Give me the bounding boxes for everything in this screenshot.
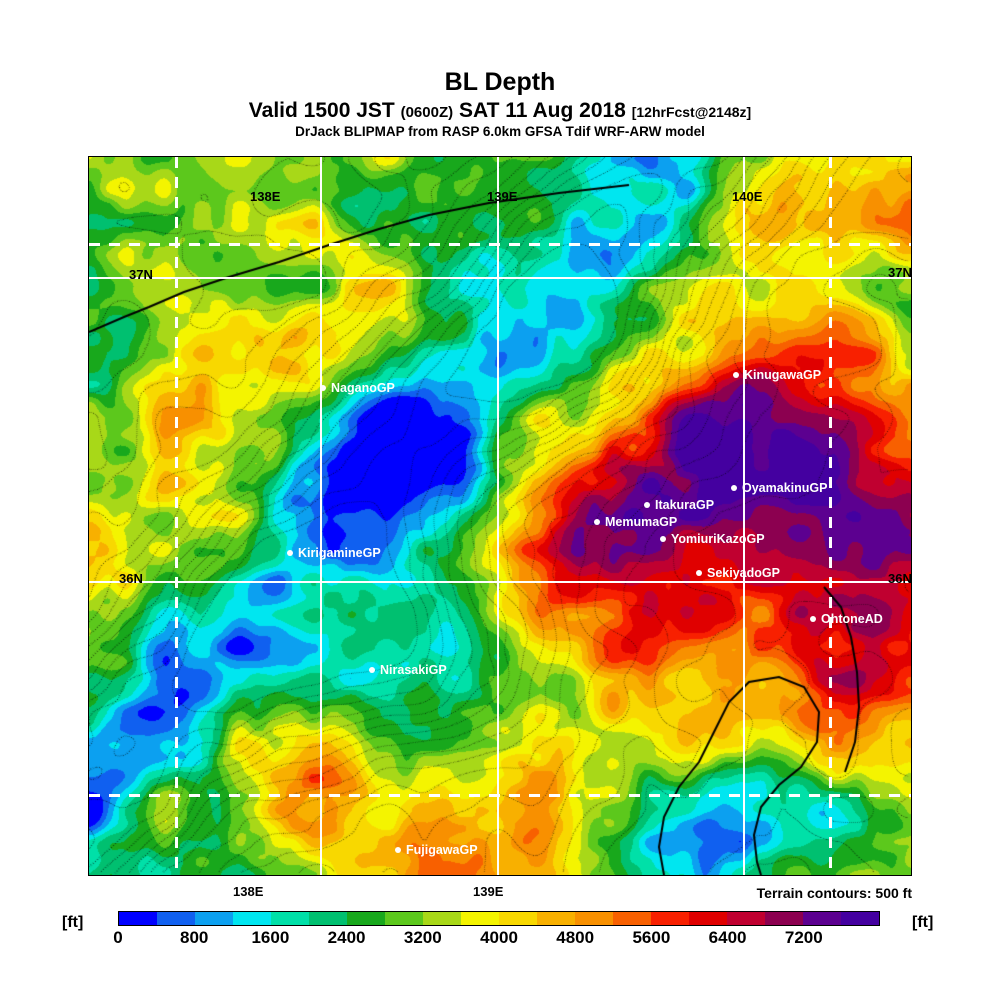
colorbar-swatch-7	[385, 912, 423, 925]
colorbar-swatch-9	[461, 912, 499, 925]
axis-lat-36N-right: 36N	[888, 571, 912, 586]
colorbar-tick-4000: 4000	[480, 928, 518, 947]
colorbar-tick-4800: 4800	[556, 928, 595, 947]
colorbar-swatch-8	[423, 912, 461, 925]
colorbar-swatch-16	[727, 912, 765, 925]
colorbar-swatch-12	[575, 912, 613, 925]
colorbar-swatch-1	[157, 912, 195, 925]
colorbar-swatch-15	[689, 912, 727, 925]
axis-lon-139E-bottom: 139E	[473, 884, 504, 899]
valid-date: SAT 11 Aug 2018	[458, 99, 626, 122]
colorbar-tick-6400: 6400	[708, 928, 747, 947]
colorbar-swatch-18	[803, 912, 841, 925]
model-description: DrJack BLIPMAP from RASP 6.0km GFSA Tdif…	[295, 124, 705, 139]
colorbar-tick-labels: 0 800 1600 2400 3200 4000 4800 5600 6400 7200	[0, 928, 1000, 952]
title-block: BL Depth Valid 1500 JST (0600Z) SAT 11 A…	[0, 70, 1000, 139]
colorbar-swatch-5	[309, 912, 347, 925]
bl-depth-raster	[89, 157, 911, 875]
colorbar-swatch-2	[195, 912, 233, 925]
colorbar-unit-right: [ft]	[912, 914, 934, 931]
valid-utc: (0600Z)	[400, 104, 454, 121]
colorbar-swatch-0	[119, 912, 157, 925]
colorbar-tick-800: 800	[180, 928, 209, 947]
page-title: BL Depth	[444, 68, 556, 96]
colorbar-tick-5600: 5600	[632, 928, 671, 947]
colorbar-tick-3200: 3200	[403, 928, 442, 947]
axis-lon-138E-bottom: 138E	[233, 884, 264, 899]
colorbar-row: [ft] 0 800 1600 2400 3200 4000 4800 5600 6400 720…	[0, 905, 1000, 955]
colorbar-unit-left: [ft]	[62, 914, 84, 931]
colorbar-tick-7200: 7200	[784, 928, 823, 947]
colorbar-tick-0: 0	[113, 928, 123, 947]
terrain-contour-note: Terrain contours: 500 ft	[756, 885, 912, 901]
valid-prefix: Valid 1500 JST	[248, 99, 395, 122]
colorbar-swatch-13	[613, 912, 651, 925]
colorbar-swatch-17	[765, 912, 803, 925]
colorbar-swatch-4	[271, 912, 309, 925]
colorbar-swatch-11	[537, 912, 575, 925]
colorbar-tick-2400: 2400	[327, 928, 366, 947]
colorbar-swatch-14	[651, 912, 689, 925]
colorbar-swatch-6	[347, 912, 385, 925]
map-panel[interactable]: 138E 139E 140E 37N 36N NaganoGP KinugawaG…	[88, 156, 912, 876]
colorbar-tick-1600: 1600	[251, 928, 290, 947]
valid-time-line: Valid 1500 JST (0600Z) SAT 11 Aug 2018 […	[0, 100, 1000, 121]
colorbar-swatch-10	[499, 912, 537, 925]
colorbar-scale[interactable]	[118, 911, 880, 926]
colorbar-swatch-19	[841, 912, 879, 925]
colorbar-swatch-3	[233, 912, 271, 925]
axis-lat-37N-right: 37N	[888, 265, 912, 280]
forecast-tag: [12hrFcst@2148z]	[631, 104, 752, 120]
